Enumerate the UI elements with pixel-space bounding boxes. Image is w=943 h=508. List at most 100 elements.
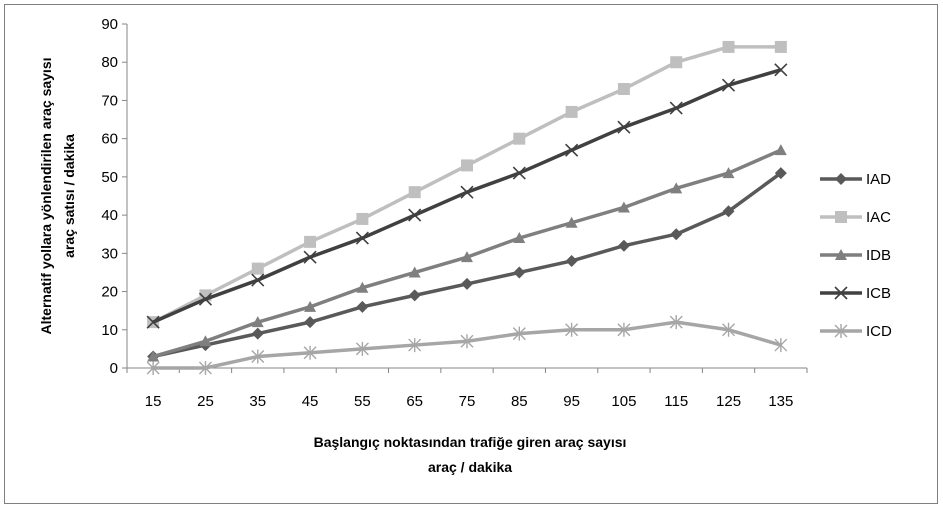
y-tick-label: 50 [101,169,118,186]
legend-label: ICD [866,323,892,340]
x-tick-label: 85 [511,393,528,410]
data-point-iac [408,186,421,199]
legend-item-iad: IAD [820,171,891,188]
series-iad [147,167,787,363]
legend-marker-idb [835,249,847,260]
legend-item-iac: IAC [820,209,891,226]
series-line-iad [152,171,782,359]
legend-marker-iac [835,211,847,223]
data-point-idb [565,216,578,228]
data-point-icb [565,143,579,157]
x-tick-label: 115 [664,393,688,410]
y-tick-label: 10 [101,322,118,339]
legend: IAD IAC IDB ICB ICD [820,171,892,340]
data-point-icb [251,273,265,287]
data-point-icd [146,361,160,375]
data-point-iac [670,56,683,69]
data-point-icb [198,292,213,306]
data-point-iad [408,289,421,302]
data-point-idb [617,201,630,213]
data-point-idb [670,182,683,194]
data-point-icb [408,208,422,222]
data-point-icd [512,326,526,341]
data-point-iad [670,228,683,241]
x-tick-label: 65 [406,393,423,410]
data-point-icd [460,334,474,349]
data-point-icd [565,322,579,337]
legend-marker-icd [834,324,848,338]
legend-marker-icb [834,286,848,300]
data-point-iad [513,266,526,279]
data-point-icb [512,166,526,180]
legend-label: ICB [866,285,891,302]
y-tick-label: 20 [101,284,118,301]
data-point-icb [774,63,788,77]
legend-item-idb: IDB [820,247,891,264]
y-tick-label: 80 [101,54,118,71]
y-axis-title-line2: araç satısı / dakika [61,134,77,258]
legend-label: IAC [866,209,891,226]
data-point-icd [251,349,265,364]
x-tick-label: 45 [302,393,319,410]
data-point-iac [774,40,787,53]
data-point-icb [303,250,317,264]
y-tick-label: 70 [101,92,118,109]
legend-item-icb: ICB [820,285,891,302]
x-tick-label: 55 [354,393,371,410]
x-tick-label: 125 [716,393,741,410]
x-tick-label: 75 [459,393,476,410]
data-point-icd [198,361,212,375]
x-tick-label: 35 [249,393,266,410]
data-point-iac [461,159,473,172]
data-point-iac [251,262,264,275]
data-point-idb [304,300,317,312]
data-point-iac [617,82,630,95]
data-point-idb [513,232,526,244]
x-tick-label: 25 [197,393,214,410]
legend-label: IDB [866,247,891,264]
data-point-icd [722,322,736,337]
data-point-idb [408,266,421,278]
series-icb [146,63,788,329]
axes [126,24,807,369]
data-point-iad [617,239,630,252]
y-tick-label: 90 [101,16,118,33]
x-tick-label: 15 [145,393,162,410]
y-tick-label: 60 [101,131,118,148]
y-tick-label: 40 [101,207,118,224]
data-point-icd [408,338,422,353]
data-point-idb [199,335,212,347]
data-point-icd [617,322,631,337]
data-point-iac [513,132,526,145]
data-point-iad [251,327,264,340]
data-point-icb [721,78,736,92]
y-tick-label: 0 [110,360,118,377]
data-point-icb [460,185,474,199]
series-layer [146,40,788,375]
data-point-icd [303,345,317,360]
data-point-icd [669,315,683,330]
data-point-iad [565,254,578,267]
data-point-iad [774,167,787,180]
x-axis-title-line2: araç / dakika [428,459,512,475]
y-ticks: 0 10 20 30 40 50 60 70 80 90 [101,16,127,377]
data-point-icb [146,315,160,329]
data-point-iac [565,105,578,118]
data-point-idb [774,144,787,156]
data-point-iac [356,212,369,225]
x-tick-label: 135 [768,393,793,410]
legend-marker-iad [835,173,847,185]
data-point-icb [355,231,369,245]
data-point-iac [722,40,735,53]
x-axis-title-line1: Başlangıç noktasından trafiğe giren araç… [314,434,627,450]
x-tick-label: 105 [611,393,636,410]
series-icd [146,315,788,375]
y-axis-title-line1: Alternatif yollara yönlendirilen araç sa… [38,58,54,335]
series-idb [147,144,787,362]
data-point-icb [669,101,683,115]
y-tick-label: 30 [101,245,118,262]
legend-item-icd: ICD [820,323,892,340]
data-point-idb [251,316,264,328]
axis-titles: Başlangıç noktasından trafiğe giren araç… [38,58,626,476]
